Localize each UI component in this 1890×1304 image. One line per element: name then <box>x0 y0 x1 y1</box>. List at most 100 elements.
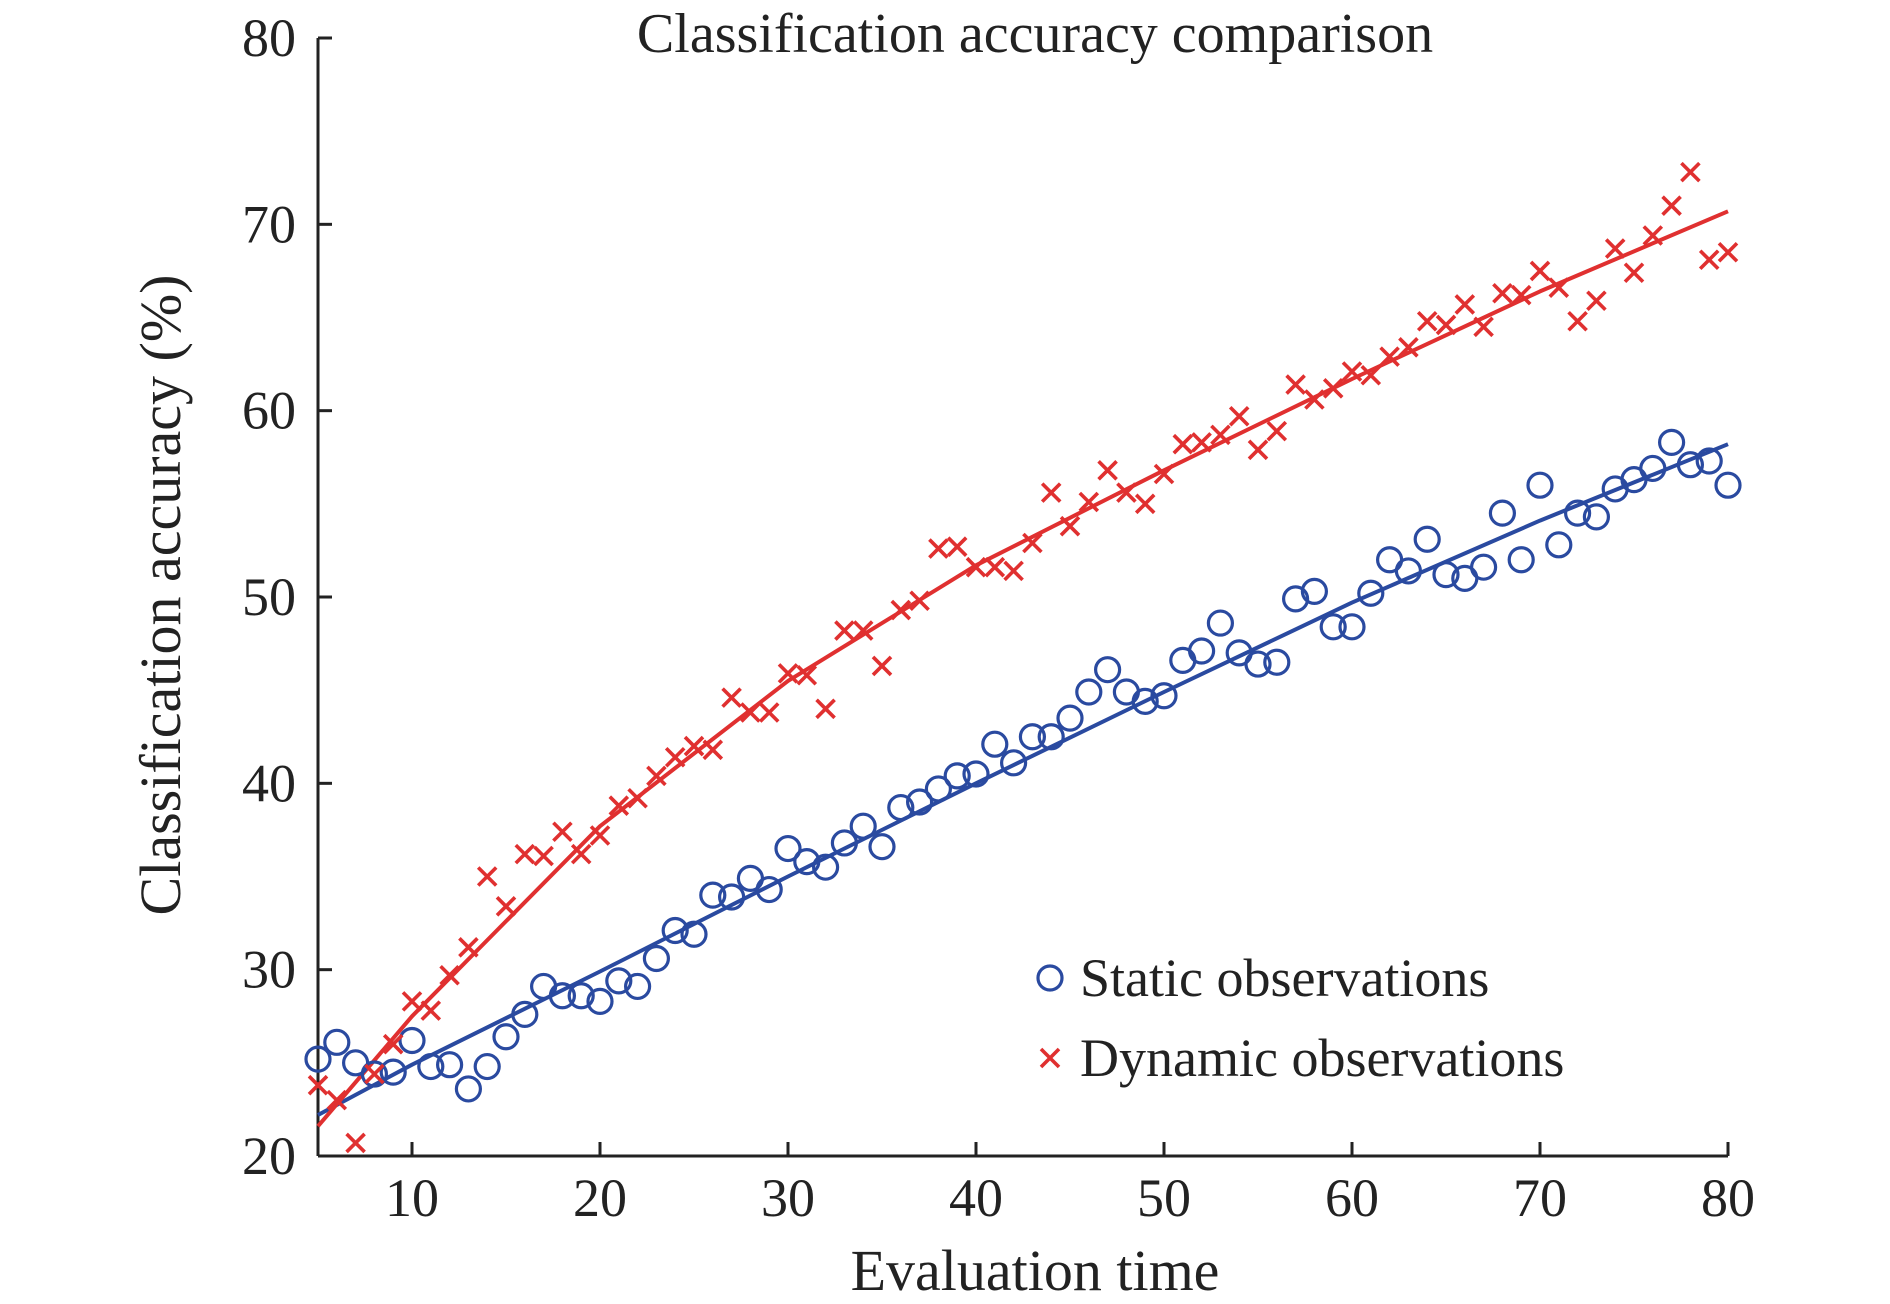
data-point <box>401 991 423 1012</box>
legend: Static observations Dynamic observations <box>1036 948 1564 1088</box>
data-point <box>605 967 633 995</box>
data-point <box>999 749 1028 777</box>
data-point <box>1360 364 1382 386</box>
data-point <box>1545 531 1573 559</box>
data-point <box>928 538 949 559</box>
data-point <box>905 788 934 816</box>
data-point <box>962 760 990 788</box>
data-point <box>1586 290 1607 312</box>
data-point <box>1492 283 1513 304</box>
data-point <box>1394 557 1423 585</box>
data-point <box>1040 482 1062 503</box>
x-tick-label: 10 <box>385 1168 439 1228</box>
data-point <box>495 896 517 917</box>
data-point <box>699 881 727 909</box>
data-point <box>774 834 802 863</box>
data-point <box>777 663 799 684</box>
data-point <box>364 1063 385 1085</box>
data-point <box>1187 637 1216 665</box>
data-point <box>1322 378 1344 399</box>
data-point <box>1093 656 1122 684</box>
data-point <box>1304 389 1325 410</box>
y-tick-label: 30 <box>242 940 296 1000</box>
y-tick-label: 50 <box>242 567 296 627</box>
data-point <box>436 1051 464 1079</box>
data-point <box>1680 161 1701 183</box>
data-point <box>702 739 724 761</box>
data-point <box>586 987 614 1015</box>
data-point <box>796 664 818 686</box>
data-point <box>1059 515 1081 537</box>
data-point <box>1435 314 1457 336</box>
y-axis-title: Classification accuracy (%) <box>128 275 193 916</box>
data-point <box>811 853 840 881</box>
data-point <box>382 1033 404 1055</box>
data-point <box>1206 609 1235 637</box>
data-point <box>379 1058 407 1086</box>
data-point <box>1695 447 1723 475</box>
data-point <box>1548 277 1570 298</box>
y-tick-label: 20 <box>242 1126 296 1186</box>
data-point <box>476 866 498 887</box>
data-point <box>849 812 877 840</box>
data-point <box>552 821 573 843</box>
legend-label: Static observations <box>1080 948 1489 1008</box>
data-point <box>1676 451 1705 479</box>
data-point <box>887 793 915 822</box>
data-point <box>909 590 930 611</box>
data-point <box>623 972 652 1001</box>
data-point <box>646 765 667 787</box>
data-point <box>834 620 855 641</box>
data-point <box>1379 346 1400 367</box>
data-point <box>758 702 780 723</box>
data-point <box>1075 678 1103 706</box>
data-point <box>454 1075 482 1103</box>
data-point <box>943 762 971 790</box>
data-point <box>924 775 953 803</box>
fit-line <box>317 442 1729 1117</box>
data-point <box>868 833 896 861</box>
data-points <box>304 161 1742 1154</box>
data-point <box>1134 493 1156 515</box>
data-point <box>1022 532 1043 554</box>
data-point <box>1150 682 1178 710</box>
data-point <box>1526 471 1554 499</box>
data-point <box>664 746 686 768</box>
axes: 10 20 30 40 50 60 70 80 20 30 40 50 60 70 80 <box>242 8 1755 1228</box>
data-point <box>1661 195 1682 216</box>
data-point <box>1037 723 1065 751</box>
legend-marker <box>1039 1047 1061 1069</box>
fit-lines <box>316 209 1729 1128</box>
data-point <box>1300 577 1329 606</box>
data-point <box>323 1028 351 1056</box>
data-point <box>1285 374 1306 395</box>
data-point <box>1263 648 1291 676</box>
legend-marker <box>1036 964 1064 992</box>
data-point <box>890 599 912 621</box>
data-point <box>717 883 746 911</box>
x-tick-label: 80 <box>1701 1168 1755 1228</box>
data-point <box>1642 225 1664 246</box>
data-point <box>548 982 577 1010</box>
data-point <box>984 556 1006 578</box>
data-point <box>1210 424 1231 446</box>
data-point <box>1623 262 1645 284</box>
data-point <box>1319 613 1347 641</box>
data-point <box>1078 491 1100 513</box>
data-point <box>815 698 836 720</box>
x-tick-label: 30 <box>761 1168 815 1228</box>
data-point <box>1604 238 1626 259</box>
data-point <box>661 916 689 945</box>
data-point <box>1469 553 1498 581</box>
data-point <box>420 1000 442 1021</box>
data-point <box>1398 337 1419 358</box>
data-point <box>1116 482 1137 503</box>
legend-label: Dynamic observations <box>1080 1028 1564 1088</box>
data-point <box>1639 454 1667 483</box>
data-point <box>511 1000 539 1028</box>
data-point <box>830 829 859 857</box>
data-point <box>793 847 821 876</box>
data-point <box>589 825 611 846</box>
